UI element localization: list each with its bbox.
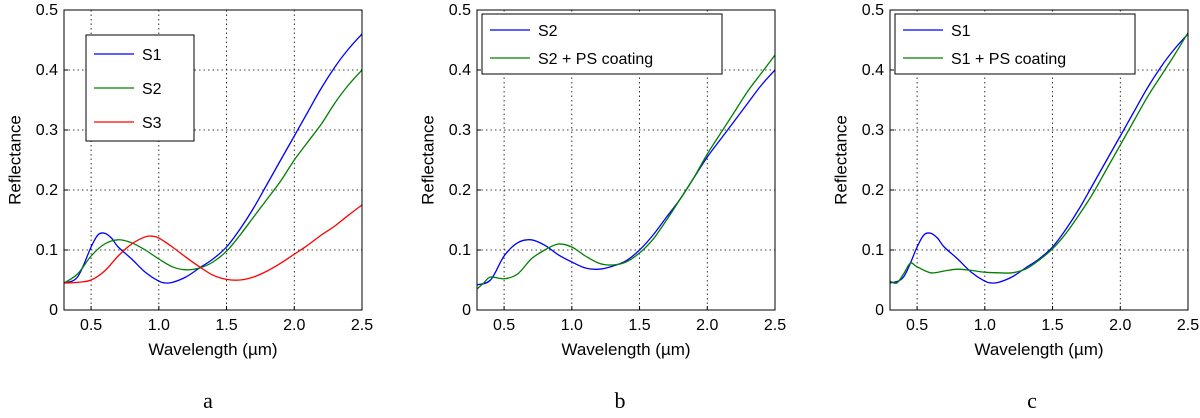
y-tick-label: 0.2 <box>862 182 884 199</box>
y-tick-label: 0.2 <box>36 182 58 199</box>
y-tick-label: 0.1 <box>862 242 884 259</box>
y-tick-label: 0.1 <box>449 242 471 259</box>
x-tick-label: 2.0 <box>283 317 305 334</box>
x-tick-label: 2.5 <box>1177 317 1199 334</box>
y-tick-label: 0.1 <box>36 242 58 259</box>
y-tick-label: 0.3 <box>36 122 58 139</box>
y-tick-label: 0.5 <box>449 2 471 19</box>
legend: S2 S2 + PS coating <box>481 13 723 75</box>
series-line-2 <box>890 32 1188 284</box>
legend-label: S2 <box>142 81 162 98</box>
x-tick-label: 1.5 <box>215 317 237 334</box>
series-line-3 <box>64 204 362 284</box>
x-axis-label: Wavelength (µm) <box>148 340 277 359</box>
panel-label: a <box>203 388 213 413</box>
x-tick-label: 2.0 <box>1109 317 1131 334</box>
y-tick-label: 0 <box>875 302 884 319</box>
y-tick-label: 0.4 <box>36 62 58 79</box>
y-tick-label: 0.4 <box>862 62 884 79</box>
series-line-1 <box>64 33 362 284</box>
panel-label: c <box>1027 388 1037 413</box>
x-tick-label: 0.5 <box>80 317 102 334</box>
legend-box <box>894 13 1136 75</box>
y-tick-label: 0 <box>462 302 471 319</box>
x-tick-label: 1.5 <box>1041 317 1063 334</box>
x-axis-label: Wavelength (µm) <box>974 340 1103 359</box>
legend-label: S2 + PS coating <box>538 51 653 68</box>
legend-box <box>481 13 723 75</box>
legend-label: S1 + PS coating <box>951 51 1066 68</box>
x-tick-label: 1.5 <box>628 317 650 334</box>
legend-label: S1 <box>951 23 971 40</box>
y-tick-label: 0.5 <box>862 2 884 19</box>
x-tick-label: 2.5 <box>764 317 786 334</box>
series-line-2 <box>64 69 362 284</box>
panel-label: b <box>615 388 626 413</box>
x-tick-label: 1.0 <box>148 317 170 334</box>
y-axis-label: Reflectance <box>5 115 24 205</box>
legend-label: S2 <box>538 23 558 40</box>
y-tick-label: 0 <box>49 302 58 319</box>
legend-label: S1 <box>142 47 162 64</box>
series-line-1 <box>890 33 1188 284</box>
y-tick-label: 0.4 <box>449 62 471 79</box>
axes-box <box>476 9 776 311</box>
x-tick-label: 1.0 <box>561 317 583 334</box>
legend: S1 S1 + PS coating <box>894 13 1136 75</box>
series-line-1 <box>477 69 775 286</box>
x-tick-label: 1.0 <box>974 317 996 334</box>
legend: S1 S2 S3 <box>85 34 195 142</box>
x-tick-label: 0.5 <box>493 317 515 334</box>
y-tick-label: 0.3 <box>862 122 884 139</box>
axes-box <box>889 9 1189 311</box>
x-tick-label: 2.0 <box>696 317 718 334</box>
x-tick-label: 0.5 <box>906 317 928 334</box>
series-line-2 <box>477 54 775 290</box>
y-tick-label: 0.3 <box>449 122 471 139</box>
x-tick-label: 2.5 <box>351 317 373 334</box>
chart-panel-a: 0.5 1.0 1.5 2.0 2.5 0 0.1 0.2 0.3 0.4 0.5 S1 S2 S3 Wav… <box>5 2 373 413</box>
chart-panel-b: 0.5 1.0 1.5 2.0 2.5 0 0.1 0.2 0.3 0.4 0.5 S2 S2 + PS… <box>418 2 786 413</box>
y-axis-label: Reflectance <box>831 115 850 205</box>
y-tick-label: 0.2 <box>449 182 471 199</box>
legend-label: S3 <box>142 115 162 132</box>
y-axis-label: Reflectance <box>418 115 437 205</box>
x-axis-label: Wavelength (µm) <box>561 340 690 359</box>
chart-panel-c: 0.5 1.0 1.5 2.0 2.5 0 0.1 0.2 0.3 0.4 0.5 S1 S1 + PS… <box>831 2 1199 413</box>
axes-box <box>63 9 363 311</box>
y-tick-label: 0.5 <box>36 2 58 19</box>
